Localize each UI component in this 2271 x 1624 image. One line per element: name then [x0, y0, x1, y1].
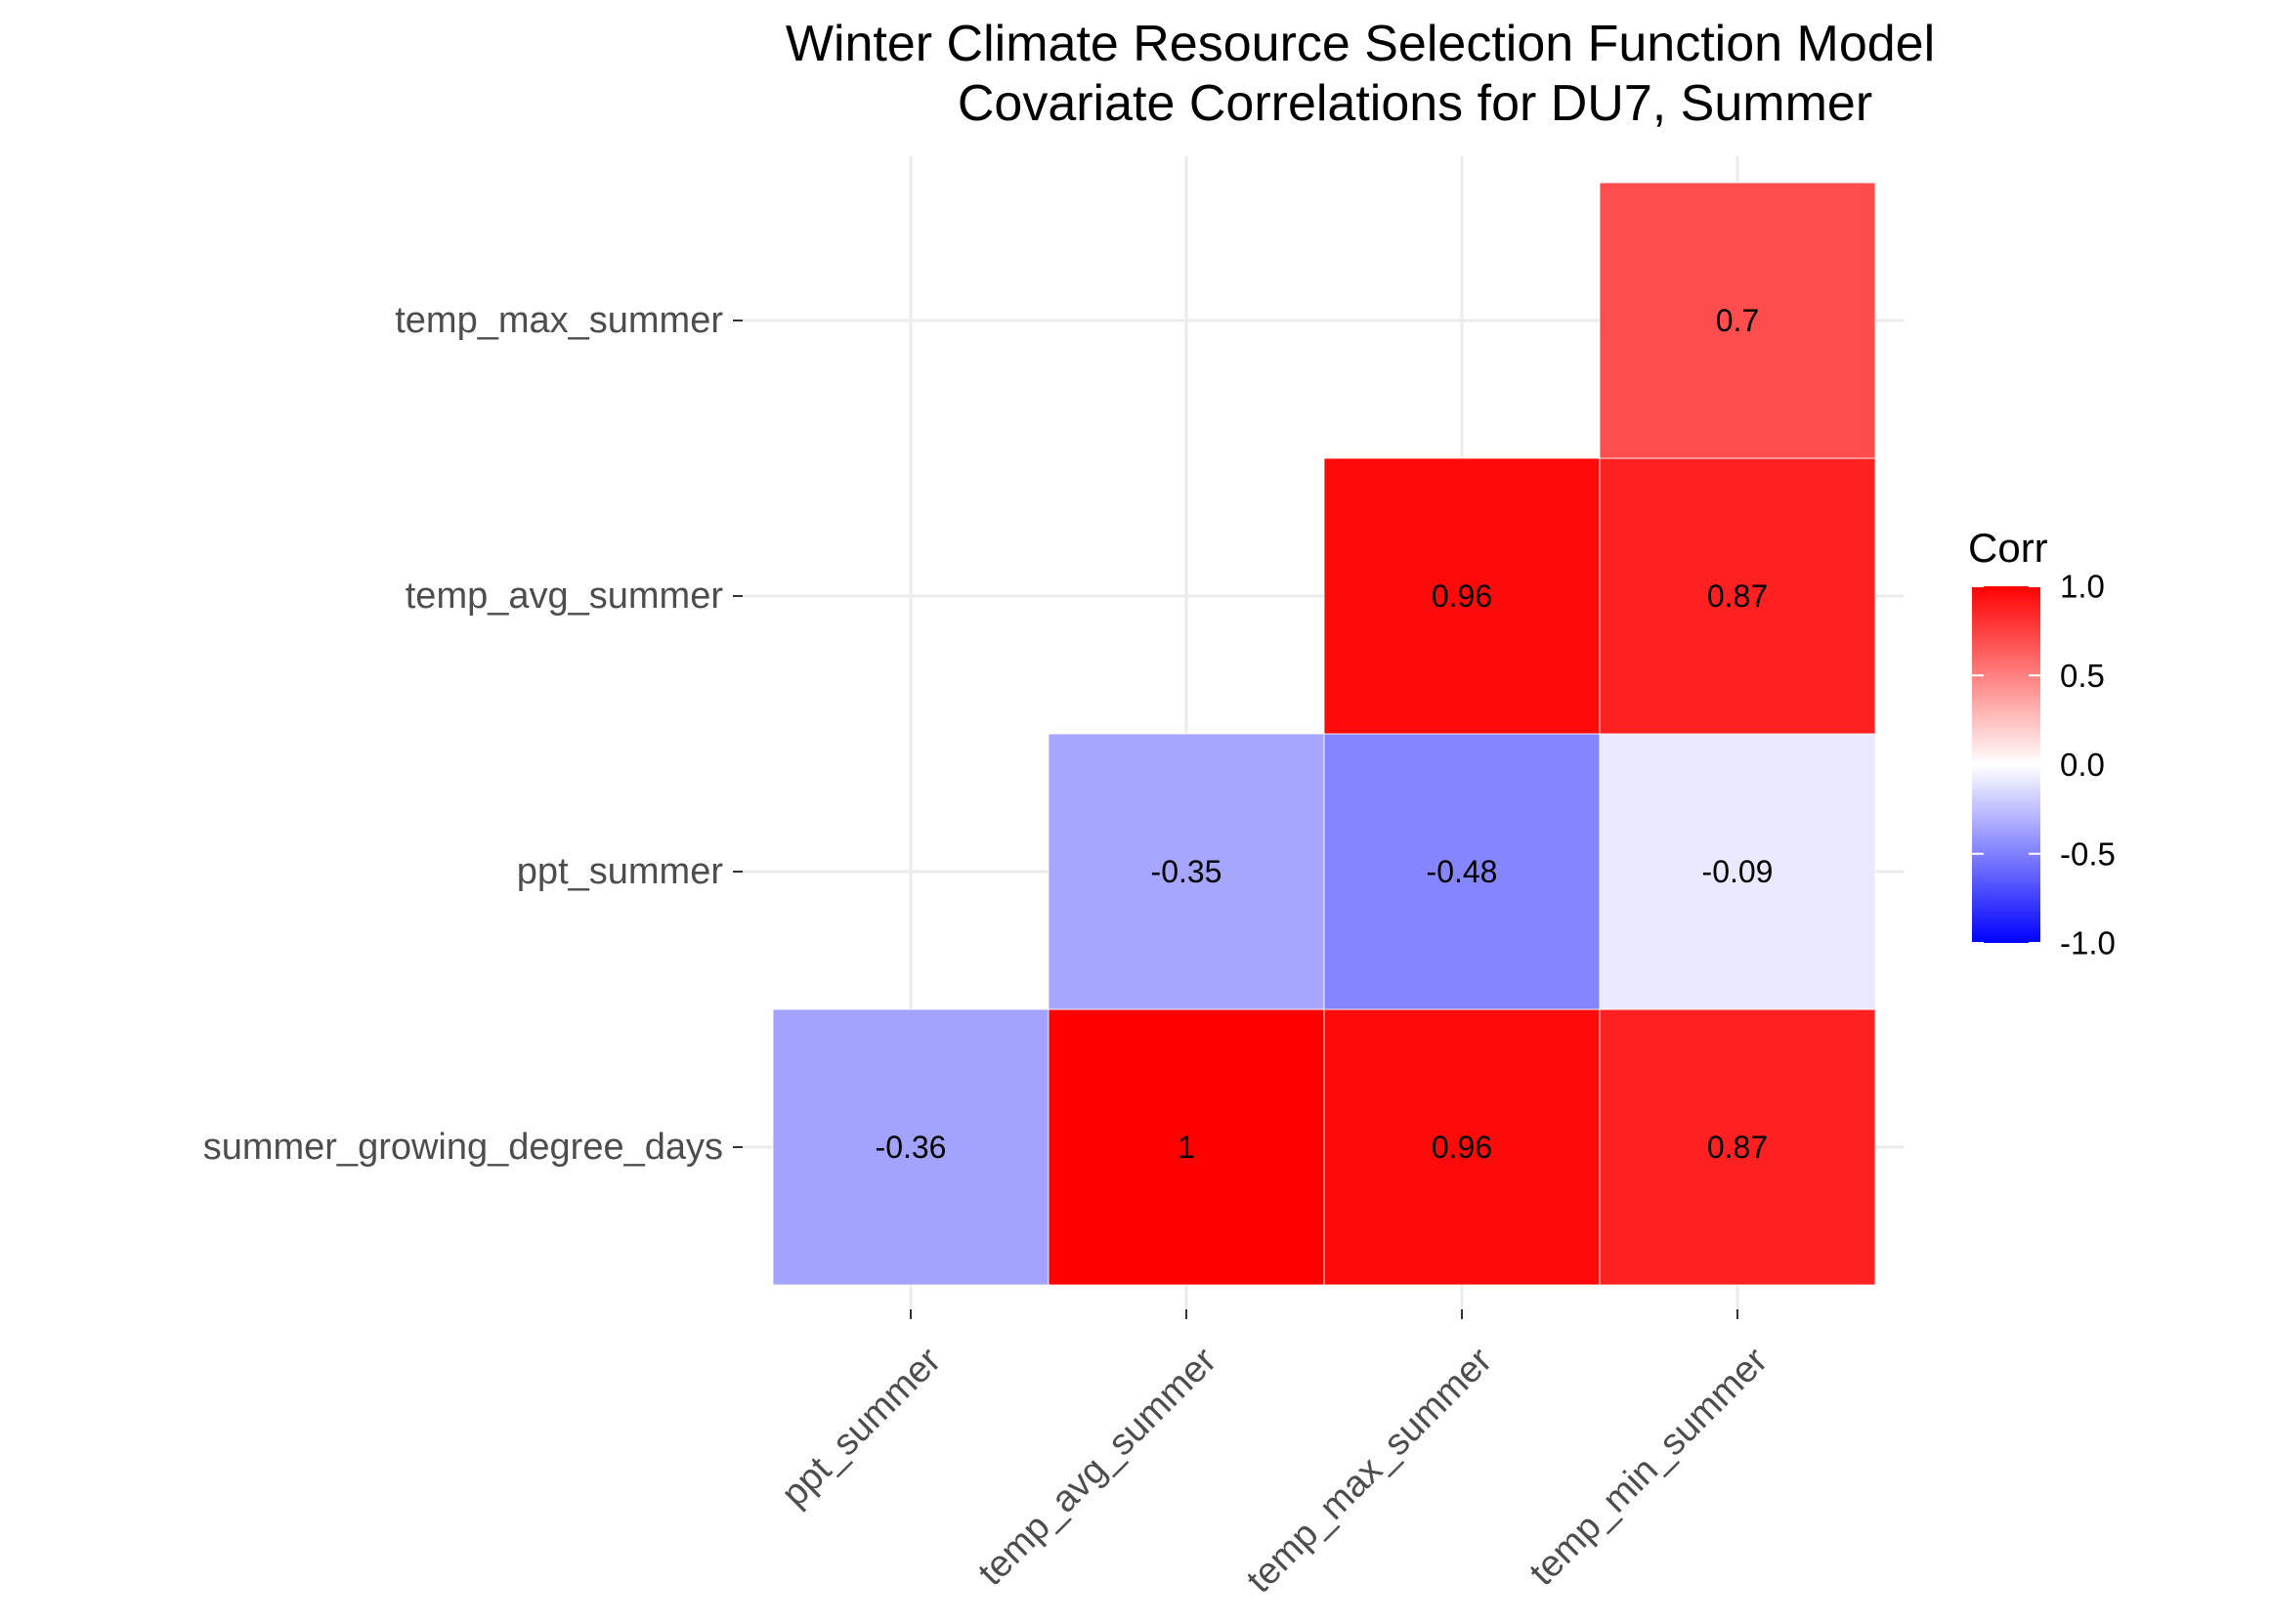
legend: Corr 1.0 0.5 0.0 -0.5 -1.0: [1968, 525, 2116, 962]
heatmap-cell-label: -0.36: [876, 1130, 947, 1165]
heatmap-cell: [1048, 1008, 1325, 1286]
heatmap-cell: [1323, 733, 1601, 1010]
chart-title-line-1: Winter Climate Resource Selection Functi…: [786, 16, 1935, 72]
heatmap-cell-label: 0.87: [1707, 578, 1768, 614]
heatmap-cell-label: 0.7: [1716, 303, 1759, 338]
y-axis-label-temp_avg_summer: temp_avg_summer: [406, 576, 724, 617]
heatmap-cell: [1599, 1008, 1876, 1286]
x-axis: ppt_summer temp_avg_summer temp_max_summer…: [774, 1309, 1776, 1601]
heatmap-cell-labels: -0.36 1 0.96 0.87 -0.35 -0.48 -0.09 0.96 0.87 0.7: [876, 303, 1774, 1165]
y-axis-label-ppt_summer: ppt_summer: [517, 851, 724, 892]
x-axis-label-temp_min_summer: temp_min_summer: [1521, 1340, 1776, 1594]
heatmap-cells: [772, 182, 1876, 1286]
legend-tick-label: 0.0: [2060, 747, 2105, 783]
y-axis-label-temp_max_summer: temp_max_summer: [395, 300, 723, 341]
legend-tick-label: -1.0: [2060, 925, 2116, 962]
heatmap-cell: [772, 1008, 1050, 1286]
chart-title-line-2: Covariate Correlations for DU7, Summer: [958, 75, 1872, 132]
heatmap-cell-label: 1: [1178, 1130, 1195, 1165]
heatmap-cell-label: -0.48: [1427, 854, 1498, 889]
legend-title: Corr: [1968, 525, 2048, 571]
legend-tick-label: 1.0: [2060, 569, 2105, 605]
heatmap-cell-label: 0.96: [1432, 1130, 1492, 1165]
legend-tick-label: -0.5: [2060, 835, 2116, 872]
heatmap-cell: [1323, 457, 1601, 735]
heatmap-cell: [1048, 733, 1325, 1010]
y-axis-label-summer_growing_degree_days: summer_growing_degree_days: [203, 1127, 723, 1168]
x-axis-label-temp_max_summer: temp_max_summer: [1239, 1340, 1500, 1601]
heatmap-cell: [1599, 182, 1876, 459]
heatmap-cell-label: 0.87: [1707, 1130, 1768, 1165]
x-axis-label-temp_avg_summer: temp_avg_summer: [970, 1340, 1224, 1594]
heatmap-cell: [1323, 1008, 1601, 1286]
legend-tick-label: 0.5: [2060, 658, 2105, 694]
heatmap-cell-label: -0.09: [1702, 854, 1774, 889]
x-axis-label-ppt_summer: ppt_summer: [774, 1340, 949, 1515]
heatmap-cell: [1599, 457, 1876, 735]
heatmap-cell-label: -0.35: [1151, 854, 1222, 889]
y-axis: summer_growing_degree_days ppt_summer temp…: [203, 300, 743, 1168]
heatmap-cell-label: 0.96: [1432, 578, 1492, 614]
